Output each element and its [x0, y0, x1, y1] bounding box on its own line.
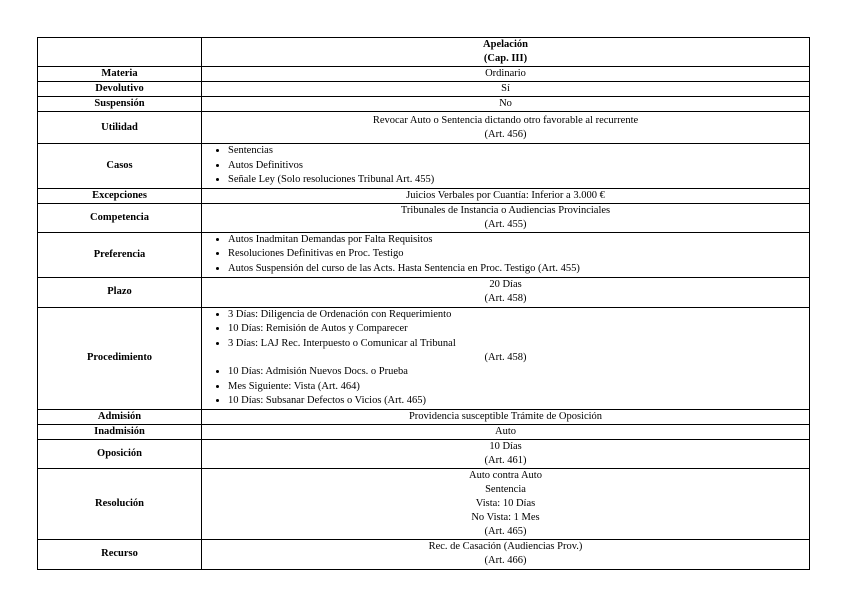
row-label: Recurso — [37, 538, 202, 570]
row-oposicion: Oposición 10 Días (Art. 461) — [37, 438, 810, 469]
content-line: Providencia susceptible Trámite de Oposi… — [408, 410, 603, 422]
row-content: SentenciasAutos DefinitivosSeñale Ley (S… — [201, 143, 810, 189]
row-suspension: Suspensión No — [37, 96, 810, 112]
row-label: Inadmisión — [37, 423, 202, 440]
row-plazo: Plazo 20 Días (Art. 458) — [37, 276, 810, 308]
row-label: Oposición — [37, 438, 202, 469]
header-subtitle: (Cap. III) — [483, 53, 528, 64]
bullet-item: Autos Suspensión del curso de las Acts. … — [228, 262, 805, 277]
content-line: 20 Días — [489, 279, 522, 290]
row-label: Suspensión — [37, 96, 202, 112]
row-content: Providencia susceptible Trámite de Oposi… — [201, 408, 810, 425]
content-line: Juicios Verbales por Cuantía: Inferior a… — [406, 189, 605, 201]
bullet-item: 3 Días: LAJ Rec. Interpuesto o Comunicar… — [228, 337, 805, 352]
row-materia: Materia Ordinario — [37, 66, 810, 82]
content-line: (Art. 461) — [484, 454, 527, 466]
header-title: Apelación — [483, 39, 528, 50]
content-line: Vista: 10 Días — [475, 497, 536, 509]
header-empty-cell — [37, 37, 202, 67]
header-title-cell: Apelación (Cap. III) — [201, 37, 810, 67]
bullet-list: Autos Inadmitan Demandas por Falta Requi… — [206, 233, 805, 277]
content-line: (Art. 456) — [484, 128, 527, 140]
content-line: Ordinario — [485, 68, 526, 79]
row-procedimiento: Procedimiento 3 Días: Diligencia de Orden… — [37, 306, 810, 410]
bullet-item: 10 Días: Remisión de Autos y Comparecer — [228, 322, 805, 337]
content-line: Rec. de Casación (Audiencias Prov.) — [428, 541, 583, 552]
bullet-item: Resoluciones Definitivas en Proc. Testig… — [228, 247, 805, 262]
content-line: No — [499, 98, 512, 109]
row-label: Casos — [37, 143, 202, 189]
row-content: 3 Días: Diligencia de Ordenación con Req… — [201, 306, 810, 410]
row-devolutivo: Devolutivo Sí — [37, 81, 810, 97]
bullet-list: SentenciasAutos DefinitivosSeñale Ley (S… — [206, 144, 805, 188]
row-casos: CasosSentenciasAutos DefinitivosSeñale L… — [37, 143, 810, 189]
header-row: Apelación (Cap. III) — [37, 37, 810, 67]
row-label: Competencia — [37, 202, 202, 233]
row-admision: Admisión Providencia susceptible Trámite … — [37, 408, 810, 425]
content-line: (Art. 458) — [484, 352, 527, 363]
bullet-item: 3 Días: Diligencia de Ordenación con Req… — [228, 308, 805, 323]
row-inadmision: Inadmisión Auto — [37, 423, 810, 440]
row-content: Tribunales de Instancia o Audiencias Pro… — [201, 202, 810, 233]
content-line: No Vista: 1 Mes — [471, 511, 540, 523]
content-line: (Art. 455) — [484, 218, 527, 230]
bullet-item: Autos Definitivos — [228, 159, 805, 174]
bullet-list: 3 Días: Diligencia de Ordenación con Req… — [206, 308, 805, 352]
row-recurso: Recurso Rec. de Casación (Audiencias Prov… — [37, 538, 810, 570]
content-line: Sí — [501, 83, 510, 94]
row-label: Resolución — [37, 467, 202, 540]
row-content: 20 Días (Art. 458) — [201, 276, 810, 308]
row-content: Sí — [201, 81, 810, 97]
content-line: Tribunales de Instancia o Audiencias Pro… — [400, 204, 611, 216]
bullet-item: Sentencias — [228, 144, 805, 159]
row-label: Procedimiento — [37, 306, 202, 410]
bullet-item: 10 Días: Subsanar Defectos o Vicios (Art… — [228, 394, 805, 409]
bullet-item: Mes Siguiente: Vista (Art. 464) — [228, 380, 805, 395]
row-content: Juicios Verbales por Cuantía: Inferior a… — [201, 187, 810, 204]
row-content: 10 Días (Art. 461) — [201, 438, 810, 469]
row-label: Plazo — [37, 276, 202, 308]
appeal-table: Apelación (Cap. III) Materia Ordinario Dev… — [37, 37, 810, 570]
row-label: Excepciones — [37, 187, 202, 204]
content-line: Auto — [495, 425, 516, 437]
row-label: Materia — [37, 66, 202, 82]
content-line: Revocar Auto o Sentencia dictando otro f… — [372, 114, 639, 126]
bullet-item: Señale Ley (Solo resoluciones Tribunal A… — [228, 173, 805, 188]
row-label: Admisión — [37, 408, 202, 425]
row-utilidad: Utilidad Revocar Auto o Sentencia dictand… — [37, 111, 810, 144]
content-line: (Art. 466) — [484, 555, 527, 566]
row-competencia: Competencia Tribunales de Instancia o Aud… — [37, 202, 810, 233]
row-content: No — [201, 96, 810, 112]
content-line: (Art. 465) — [484, 525, 527, 537]
row-resolucion: Resolución Auto contra Auto Sentencia Vista… — [37, 467, 810, 540]
row-excepciones: Excepciones Juicios Verbales por Cuantía:… — [37, 187, 810, 204]
bullet-list: 10 Días: Admisión Nuevos Docs. o PruebaM… — [206, 365, 805, 409]
row-label: Devolutivo — [37, 81, 202, 97]
bullet-item: 10 Días: Admisión Nuevos Docs. o Prueba — [228, 365, 805, 380]
row-label: Utilidad — [37, 111, 202, 144]
content-line: (Art. 458) — [484, 293, 527, 304]
row-label: Preferencia — [37, 231, 202, 278]
row-content: Rec. de Casación (Audiencias Prov.) (Art.… — [201, 538, 810, 570]
row-content: Auto contra Auto Sentencia Vista: 10 Días N… — [201, 467, 810, 540]
content-line: Auto contra Auto — [469, 469, 542, 481]
content-line: 10 Días — [489, 440, 522, 452]
row-content: Autos Inadmitan Demandas por Falta Requi… — [201, 231, 810, 278]
row-content: Auto — [201, 423, 810, 440]
row-content: Ordinario — [201, 66, 810, 82]
row-preferencia: Preferencia Autos Inadmitan Demandas por … — [37, 231, 810, 278]
bullet-item: Autos Inadmitan Demandas por Falta Requi… — [228, 233, 805, 248]
row-content: Revocar Auto o Sentencia dictando otro f… — [201, 111, 810, 144]
content-line: Sentencia — [485, 483, 526, 495]
